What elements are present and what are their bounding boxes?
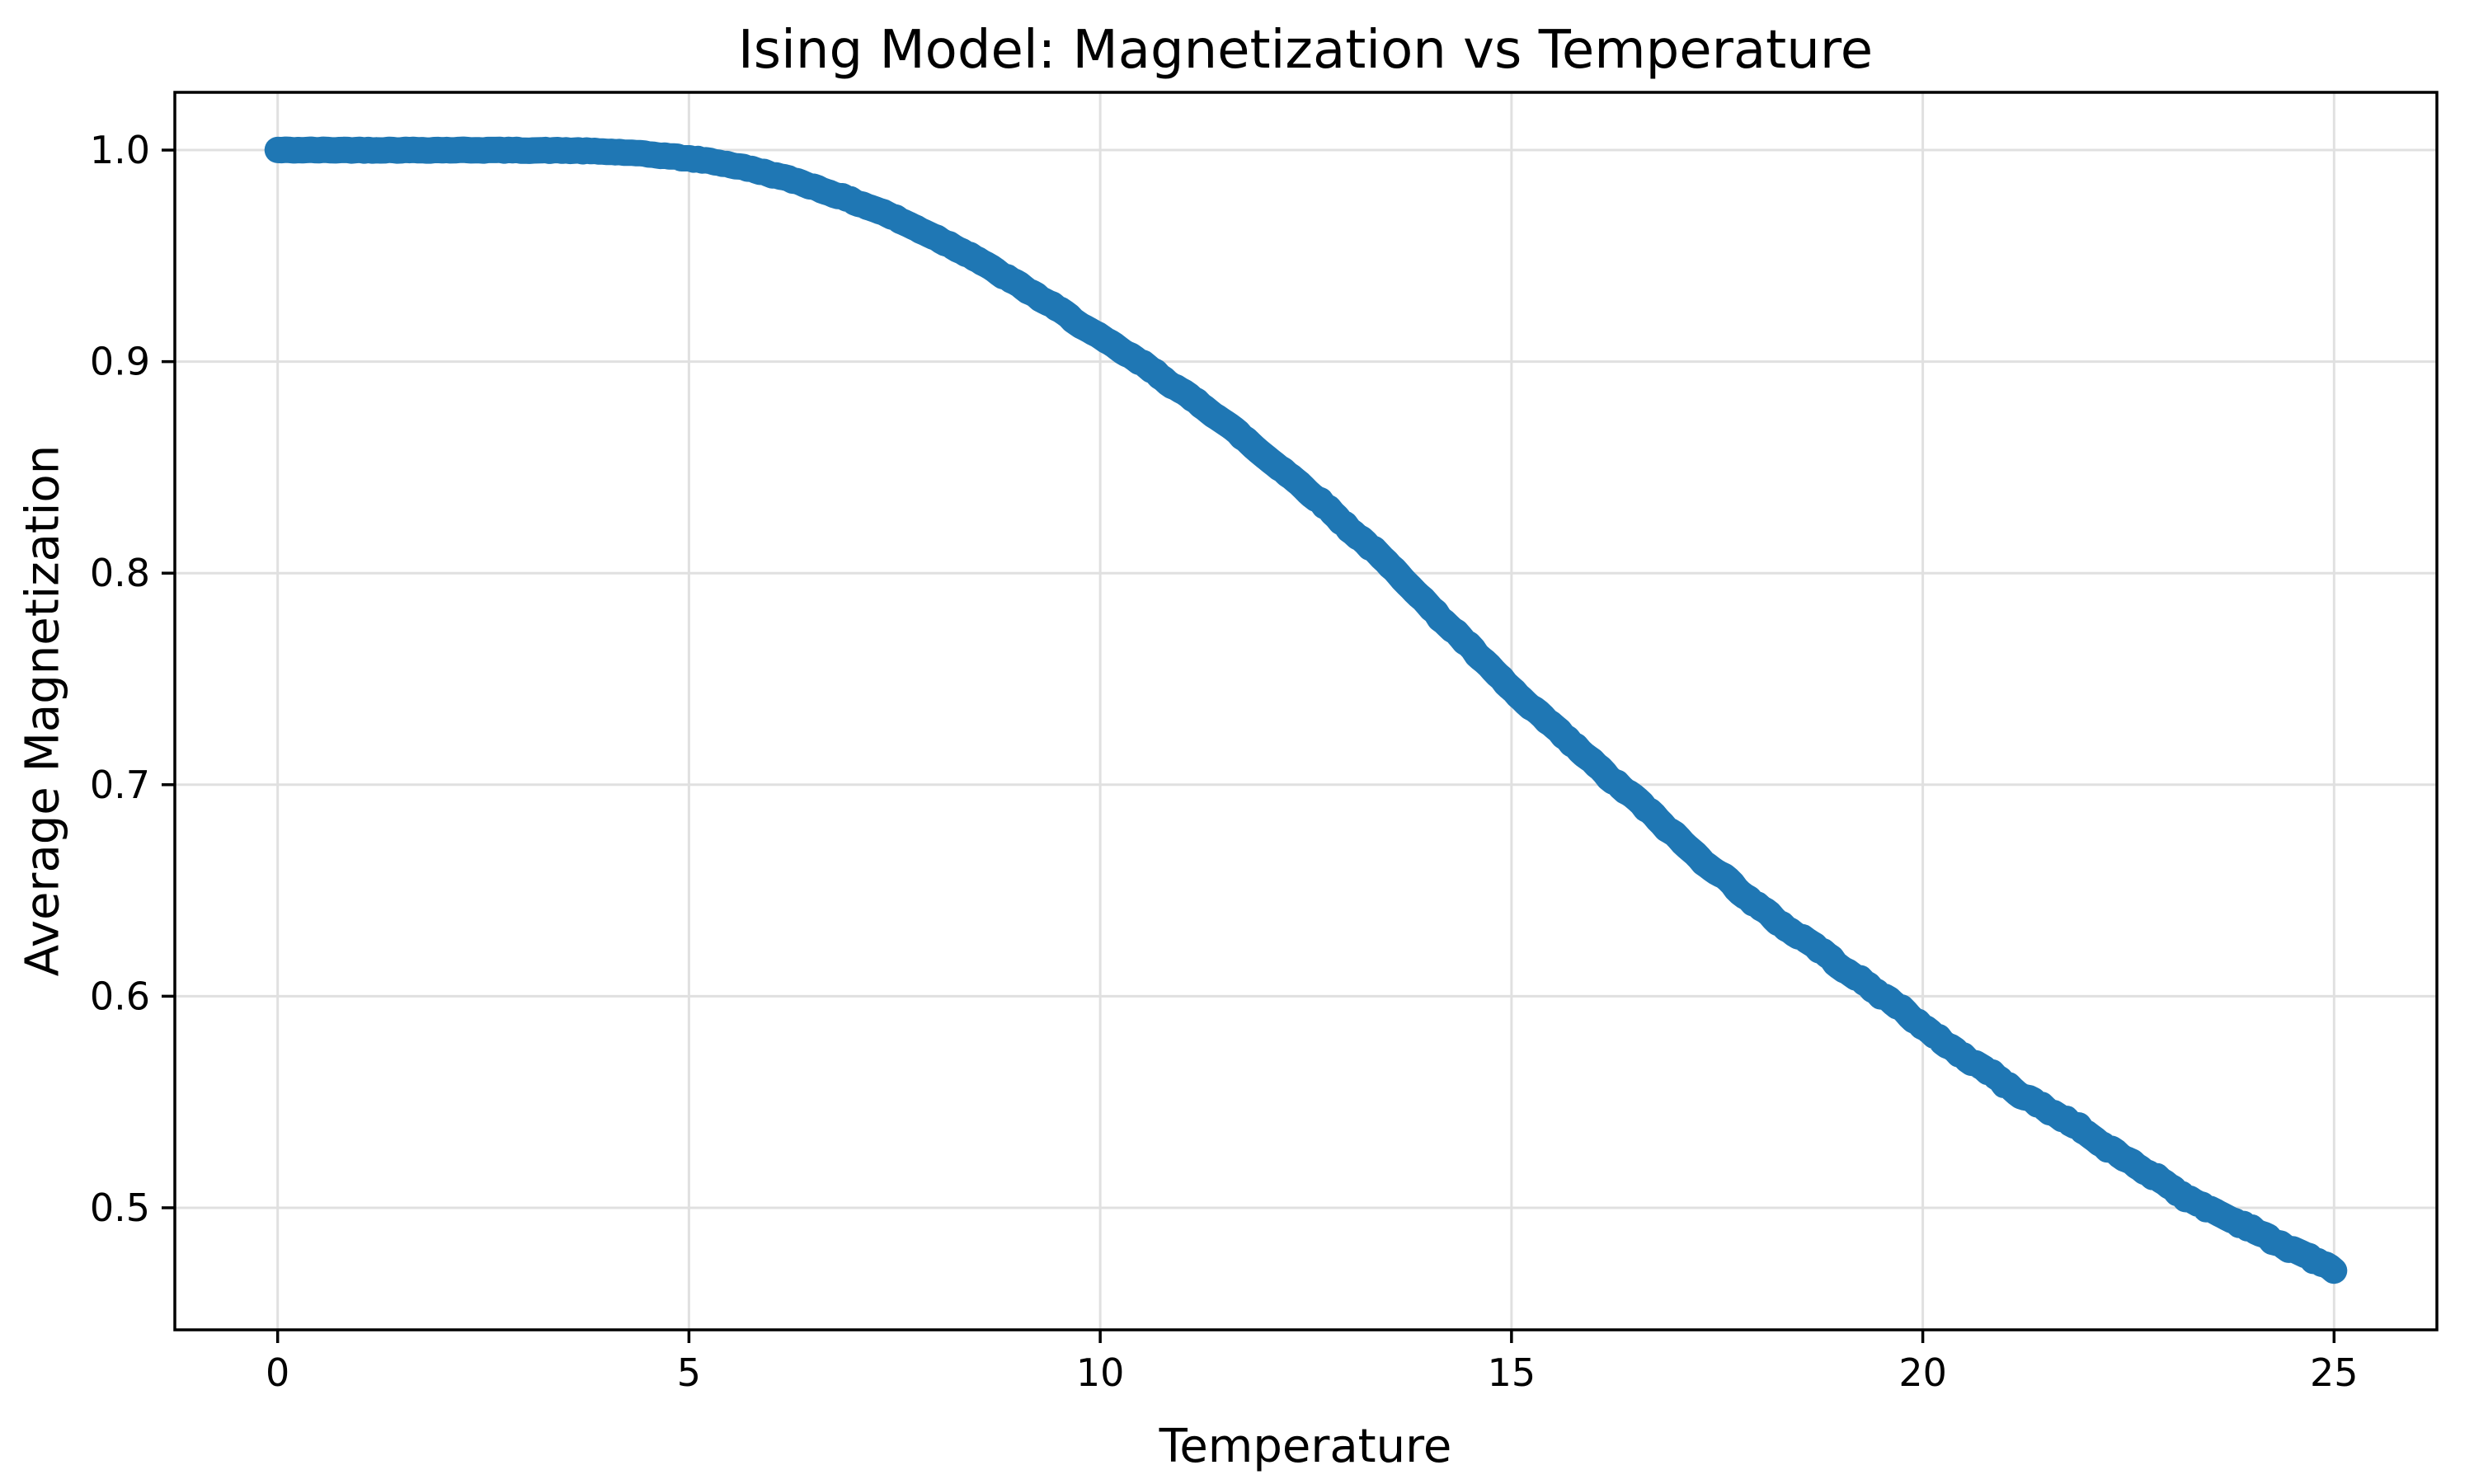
y-tick-label: 0.5 bbox=[90, 1186, 150, 1230]
y-tick-label: 1.0 bbox=[90, 128, 150, 172]
x-tick-label: 5 bbox=[677, 1350, 701, 1395]
chart-title: Ising Model: Magnetization vs Temperatur… bbox=[737, 20, 1874, 81]
x-tick-label: 15 bbox=[1488, 1350, 1536, 1395]
x-tick-label: 25 bbox=[2310, 1350, 2359, 1395]
x-tick-label: 20 bbox=[1898, 1350, 1947, 1395]
y-tick-label: 0.9 bbox=[90, 340, 150, 384]
x-tick-label: 10 bbox=[1076, 1350, 1125, 1395]
y-tick-label: 0.6 bbox=[90, 974, 150, 1018]
y-axis-label: Average Magnetization bbox=[16, 444, 70, 977]
x-tick-label: 0 bbox=[266, 1350, 289, 1395]
x-axis-label: Temperature bbox=[1159, 1420, 1452, 1473]
axes-spines bbox=[173, 91, 2439, 1331]
magnetization-curve bbox=[264, 136, 2348, 1284]
y-tick-label: 0.7 bbox=[90, 763, 150, 807]
y-tick-label: 0.8 bbox=[90, 551, 150, 595]
